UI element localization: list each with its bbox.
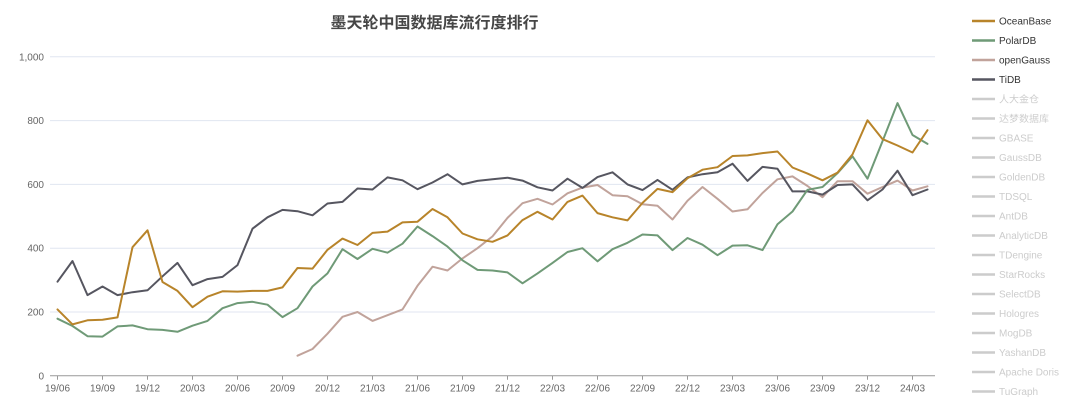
svg-text:20/12: 20/12 bbox=[315, 384, 340, 395]
svg-text:19/12: 19/12 bbox=[135, 384, 160, 395]
svg-text:GBASE: GBASE bbox=[999, 134, 1034, 145]
svg-text:800: 800 bbox=[27, 116, 44, 127]
svg-text:23/06: 23/06 bbox=[765, 384, 790, 395]
svg-text:TuGraph: TuGraph bbox=[999, 387, 1038, 398]
svg-text:TDSQL: TDSQL bbox=[999, 192, 1033, 203]
svg-text:1,000: 1,000 bbox=[19, 52, 44, 63]
svg-text:19/06: 19/06 bbox=[45, 384, 70, 395]
svg-text:24/03: 24/03 bbox=[900, 384, 925, 395]
svg-text:22/09: 22/09 bbox=[630, 384, 655, 395]
svg-text:YashanDB: YashanDB bbox=[999, 348, 1046, 359]
svg-text:23/09: 23/09 bbox=[810, 384, 835, 395]
svg-text:AnalyticDB: AnalyticDB bbox=[999, 231, 1048, 242]
svg-text:openGauss: openGauss bbox=[999, 56, 1050, 67]
svg-text:AntDB: AntDB bbox=[999, 212, 1028, 223]
svg-text:PolarDB: PolarDB bbox=[999, 36, 1037, 47]
svg-text:Apache Doris: Apache Doris bbox=[999, 368, 1059, 379]
svg-text:21/06: 21/06 bbox=[405, 384, 430, 395]
svg-text:600: 600 bbox=[27, 180, 44, 191]
svg-text:200: 200 bbox=[27, 308, 44, 319]
svg-text:22/03: 22/03 bbox=[540, 384, 565, 395]
svg-text:GoldenDB: GoldenDB bbox=[999, 173, 1045, 184]
svg-text:TDengine: TDengine bbox=[999, 251, 1043, 262]
svg-text:Hologres: Hologres bbox=[999, 309, 1039, 320]
svg-text:21/12: 21/12 bbox=[495, 384, 520, 395]
svg-text:OceanBase: OceanBase bbox=[999, 17, 1052, 28]
svg-text:22/12: 22/12 bbox=[675, 384, 700, 395]
svg-text:400: 400 bbox=[27, 244, 44, 255]
svg-text:0: 0 bbox=[38, 371, 44, 382]
svg-text:GaussDB: GaussDB bbox=[999, 153, 1042, 164]
svg-text:MogDB: MogDB bbox=[999, 329, 1033, 340]
svg-text:19/09: 19/09 bbox=[90, 384, 115, 395]
svg-text:21/09: 21/09 bbox=[450, 384, 475, 395]
svg-text:TiDB: TiDB bbox=[999, 75, 1021, 86]
svg-text:23/12: 23/12 bbox=[855, 384, 880, 395]
svg-text:22/06: 22/06 bbox=[585, 384, 610, 395]
svg-text:20/03: 20/03 bbox=[180, 384, 205, 395]
svg-text:SelectDB: SelectDB bbox=[999, 290, 1041, 301]
svg-text:21/03: 21/03 bbox=[360, 384, 385, 395]
svg-text:20/09: 20/09 bbox=[270, 384, 295, 395]
svg-text:23/03: 23/03 bbox=[720, 384, 745, 395]
svg-text:StarRocks: StarRocks bbox=[999, 270, 1045, 281]
svg-text:20/06: 20/06 bbox=[225, 384, 250, 395]
